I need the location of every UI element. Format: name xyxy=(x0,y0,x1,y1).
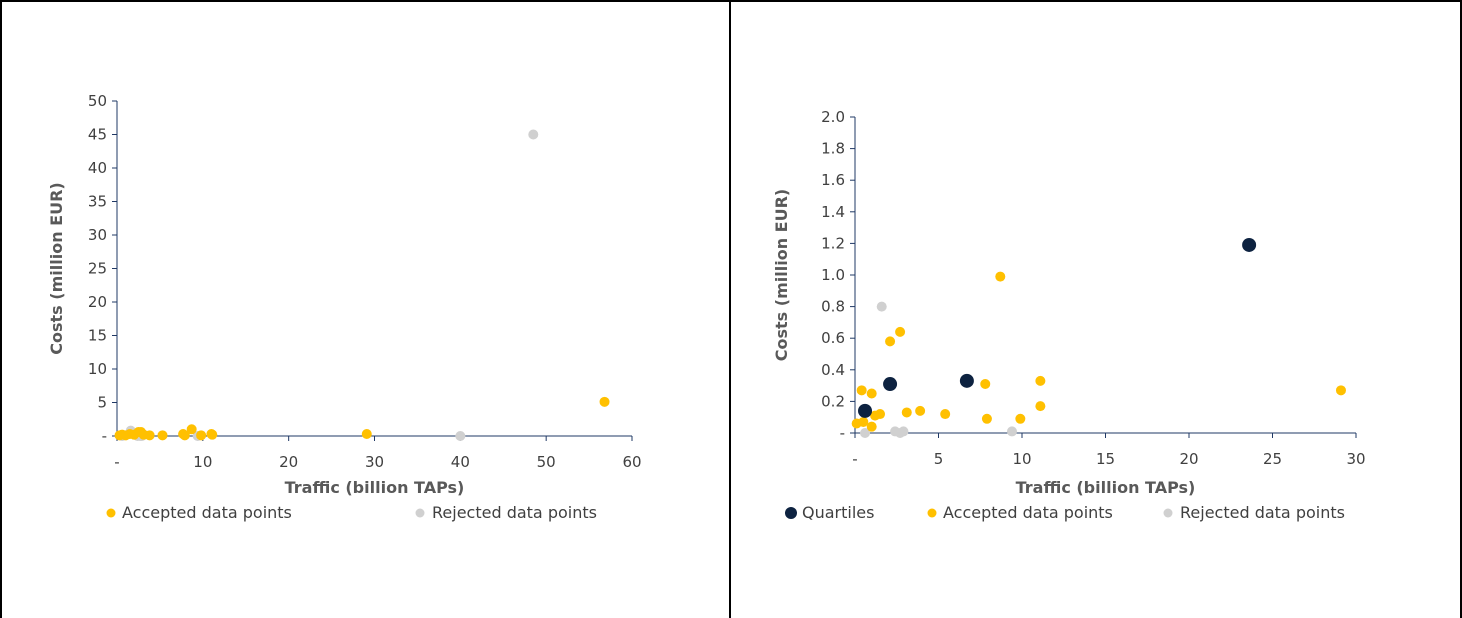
x-tick-label: 5 xyxy=(934,450,944,468)
rejected-data-points-point xyxy=(455,431,466,441)
accepted-data-points-point xyxy=(901,407,912,418)
legend-label-quartiles: Quartiles xyxy=(802,503,874,522)
x-tick-label: 40 xyxy=(451,453,470,471)
x-tick-label: 25 xyxy=(1263,450,1282,468)
x-tick-label: 50 xyxy=(537,453,556,471)
y-tick-label: 1.0 xyxy=(821,266,845,284)
y-tick-label: 35 xyxy=(88,193,107,211)
frame-top-border xyxy=(0,0,1462,2)
y-axis-title: Costs (million EUR) xyxy=(772,189,791,361)
x-tick-label: 15 xyxy=(1096,450,1115,468)
y-tick-label: 1.2 xyxy=(821,234,845,252)
rejected-data-points-point xyxy=(860,428,871,438)
y-tick-label: 2.0 xyxy=(821,108,845,126)
x-tick-label: 30 xyxy=(1346,450,1365,468)
y-tick-label: 10 xyxy=(88,360,107,378)
y-tick-label: 40 xyxy=(88,159,107,177)
legend-marker-rejected-data-points xyxy=(415,508,425,518)
legend-marker-quartiles xyxy=(785,507,797,519)
accepted-data-points-point xyxy=(866,388,877,399)
x-tick-label: 30 xyxy=(365,453,384,471)
accepted-data-points-point xyxy=(895,326,906,337)
y-axis-title: Costs (million EUR) xyxy=(47,182,66,354)
quartiles-point xyxy=(959,373,974,388)
y-tick-label: 5 xyxy=(97,394,107,412)
chart-left: - 5 10 15 20 25 30 35 40 45 50 - 10 20 30 40 50 60 Traffic… xyxy=(47,92,642,522)
rejected-data-points-point xyxy=(528,129,539,140)
accepted-data-points-point xyxy=(144,430,155,441)
rejected-data-points-point xyxy=(876,301,887,312)
frame-right-border xyxy=(1460,0,1462,618)
accepted-data-points-point xyxy=(885,336,896,347)
y-tick-label: 25 xyxy=(88,260,107,278)
y-tick-label: 1.8 xyxy=(821,140,845,158)
y-tick-label: 20 xyxy=(88,293,107,311)
accepted-data-points-point xyxy=(1335,385,1346,396)
accepted-data-points-point xyxy=(207,429,218,440)
y-tick-label: 30 xyxy=(88,226,107,244)
y-tick-label: - xyxy=(840,424,845,442)
accepted-data-points-point xyxy=(980,379,991,390)
rejected-data-points-point xyxy=(1006,426,1017,437)
x-tick-label: 20 xyxy=(279,453,298,471)
x-tick-label: 10 xyxy=(1012,450,1031,468)
accepted-data-points-point xyxy=(157,430,168,441)
legend-marker-rejected-data-points xyxy=(1163,508,1173,518)
y-tick-label: 15 xyxy=(88,327,107,345)
x-axis-title: Traffic (billion TAPs) xyxy=(1016,478,1196,497)
accepted-data-points-point xyxy=(1035,401,1046,412)
accepted-data-points-point xyxy=(186,424,197,435)
quartiles-point xyxy=(883,377,898,392)
accepted-data-points-point xyxy=(361,428,372,439)
accepted-data-points-point xyxy=(858,416,869,427)
y-tick-label: 0.8 xyxy=(821,298,845,316)
frame-left-border xyxy=(0,0,2,618)
x-tick-label: 60 xyxy=(622,453,641,471)
frame-divider xyxy=(729,0,731,618)
y-tick-label: 45 xyxy=(88,126,107,144)
quartiles-point xyxy=(858,403,873,418)
x-tick-label: - xyxy=(852,450,857,468)
accepted-data-points-point xyxy=(856,385,867,396)
x-tick-label: 20 xyxy=(1179,450,1198,468)
y-tick-label: - xyxy=(102,427,107,445)
chart-right: - 0.2 0.4 0.6 0.8 1.0 1.2 1.4 1.6 1.8 2.0 - 5 10 15 20 2… xyxy=(772,108,1366,522)
accepted-data-points-point xyxy=(940,409,951,420)
accepted-data-points-point xyxy=(196,430,207,441)
legend-label-rejected-data-points: Rejected data points xyxy=(1180,503,1345,522)
accepted-data-points-point xyxy=(1015,413,1026,424)
legend-marker-accepted-data-points xyxy=(106,508,116,518)
y-tick-label: 1.4 xyxy=(821,203,845,221)
x-axis-title: Traffic (billion TAPs) xyxy=(285,478,465,497)
accepted-data-points-point xyxy=(875,409,886,420)
quartiles-point xyxy=(1242,237,1257,252)
accepted-data-points-point xyxy=(599,396,610,407)
y-tick-label: 1.6 xyxy=(821,171,845,189)
y-tick-label: 0.6 xyxy=(821,329,845,347)
y-tick-label: 50 xyxy=(88,92,107,110)
y-tick-label: 0.4 xyxy=(821,361,845,379)
accepted-data-points-point xyxy=(179,430,190,441)
x-tick-label: 10 xyxy=(193,453,212,471)
y-tick-label: 0.2 xyxy=(821,392,845,410)
x-tick-label: - xyxy=(114,453,119,471)
legend-label-rejected-data-points: Rejected data points xyxy=(432,503,597,522)
accepted-data-points-point xyxy=(1035,375,1046,386)
legend-marker-accepted-data-points xyxy=(927,508,937,518)
accepted-data-points-point xyxy=(915,405,926,416)
rejected-data-points-point xyxy=(898,426,909,437)
accepted-data-points-point xyxy=(866,421,877,432)
accepted-data-points-point xyxy=(995,271,1006,282)
legend-label-accepted-data-points: Accepted data points xyxy=(122,503,292,522)
legend-label-accepted-data-points: Accepted data points xyxy=(943,503,1113,522)
accepted-data-points-point xyxy=(981,413,992,424)
